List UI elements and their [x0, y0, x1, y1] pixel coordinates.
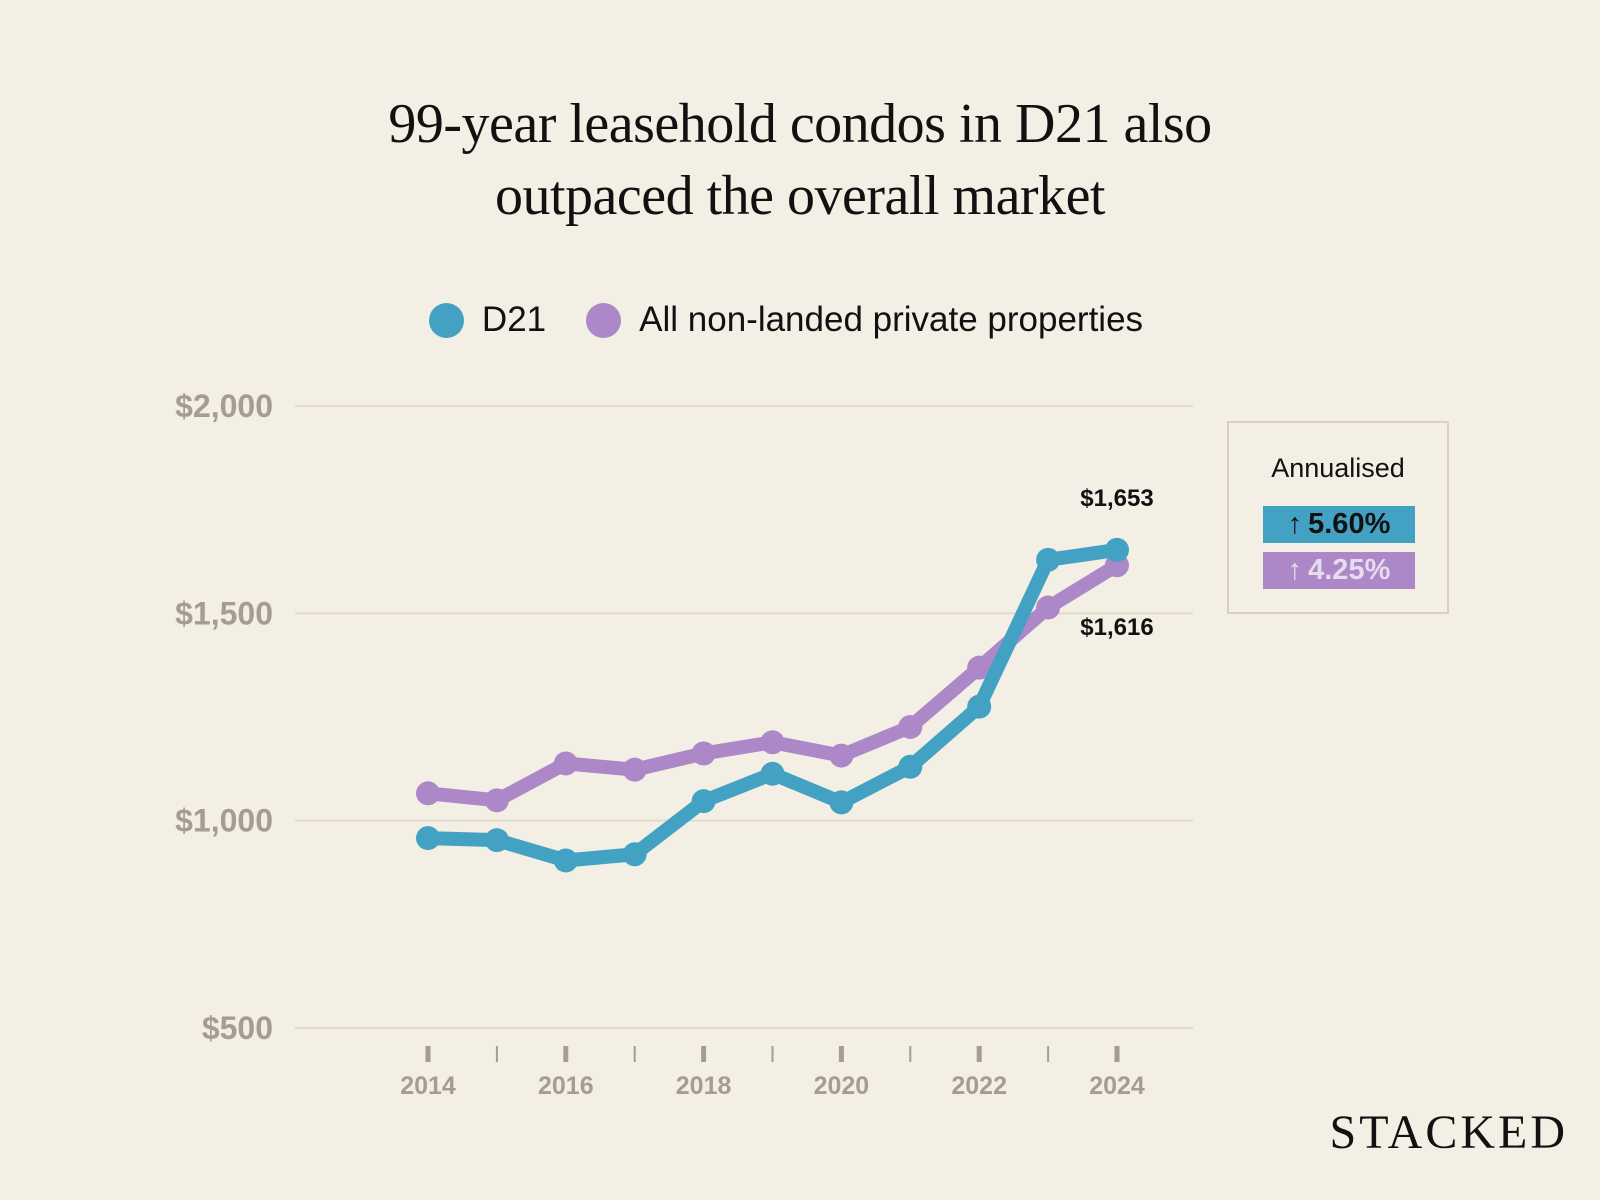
annualised-box: Annualised ↑ 5.60% ↑ 4.25%	[1227, 421, 1449, 614]
y-tick-label: $1,000	[175, 803, 273, 839]
x-tick-label: 2022	[951, 1072, 1007, 1100]
data-point	[484, 828, 509, 853]
legend-item-d21: D21	[428, 300, 547, 340]
data-point	[898, 714, 923, 739]
badge-all-non-landed-growth: ↑ 4.25%	[1263, 552, 1415, 589]
data-point	[760, 730, 785, 755]
badge-all-non-landed-value: 4.25%	[1308, 554, 1391, 586]
data-point	[1036, 547, 1061, 572]
gridlines	[295, 405, 1193, 1029]
y-tick-label: $2,000	[175, 388, 273, 424]
end-label-all-non-landed: $1,616	[1080, 614, 1153, 641]
data-point	[967, 694, 992, 719]
chart-title-line-2: outpaced the overall market	[495, 165, 1106, 227]
legend-dot-d21	[428, 302, 464, 338]
data-point	[1105, 537, 1129, 562]
stacked-logo: STACKED	[1329, 1106, 1568, 1159]
legend-dot-all-non-landed	[586, 302, 622, 338]
badge-d21-growth: ↑ 5.60%	[1263, 506, 1415, 543]
data-point	[898, 754, 923, 779]
data-point	[967, 655, 992, 680]
badge-d21-value: 5.60%	[1308, 508, 1391, 540]
data-point	[1036, 595, 1061, 620]
data-point	[829, 743, 854, 768]
data-point	[829, 790, 854, 815]
x-tick-label: 2014	[400, 1072, 456, 1100]
x-tick-label: 2018	[676, 1072, 732, 1100]
data-point	[484, 788, 509, 813]
data-point	[553, 848, 578, 873]
series-d21	[416, 537, 1129, 873]
y-tick-label: $1,500	[175, 595, 273, 631]
x-tick-label: 2024	[1089, 1072, 1145, 1100]
x-axis: 2014 2016 2018 2020 2022 2024	[400, 1046, 1145, 1100]
series-line	[421, 542, 1124, 868]
data-point	[622, 842, 647, 867]
data-point	[691, 741, 716, 766]
data-point	[553, 751, 578, 776]
annualised-title: Annualised	[1271, 453, 1405, 483]
arrow-up-icon: ↑	[1287, 508, 1303, 540]
y-axis: $500 $1,000 $1,500 $2,000	[175, 388, 273, 1046]
x-tick-label: 2020	[814, 1072, 870, 1100]
data-point	[691, 789, 716, 814]
y-tick-label: $500	[202, 1010, 273, 1046]
x-tick-label: 2016	[538, 1072, 594, 1100]
data-point	[416, 826, 440, 851]
chart-title: 99-year leasehold condos in D21 also out…	[0, 88, 1600, 232]
data-point	[416, 781, 440, 806]
legend: D21 All non-landed private properties	[0, 300, 1586, 340]
data-point	[760, 761, 785, 786]
legend-label-all-non-landed: All non-landed private properties	[639, 300, 1144, 339]
series-group	[416, 537, 1129, 873]
legend-label-d21: D21	[481, 300, 547, 339]
end-label-d21: $1,653	[1080, 485, 1153, 512]
arrow-up-icon: ↑	[1287, 554, 1303, 586]
legend-item-all-non-landed: All non-landed private properties	[586, 300, 1143, 340]
data-point	[622, 757, 647, 782]
chart-title-line-1: 99-year leasehold condos in D21 also	[388, 93, 1212, 155]
end-labels: $1,653 $1,616	[1080, 485, 1153, 641]
